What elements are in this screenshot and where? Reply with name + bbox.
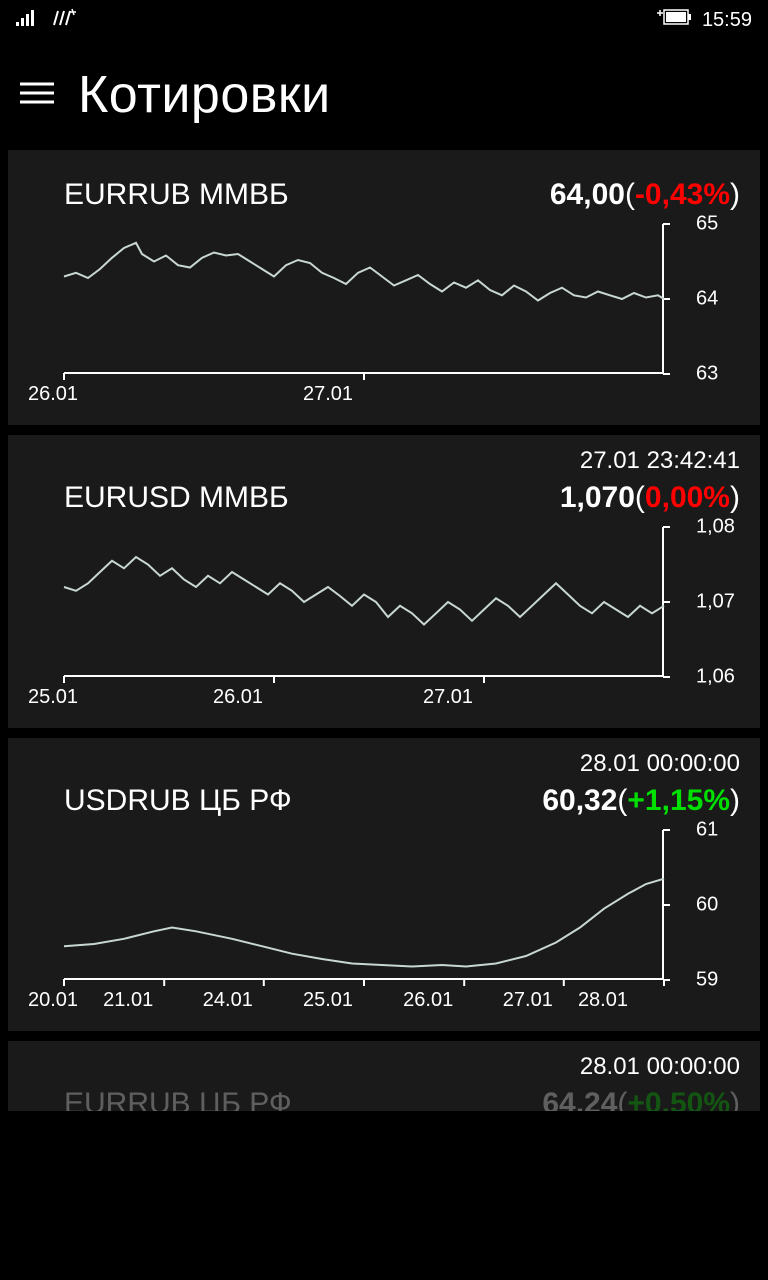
quote-timestamp: 28.01 00:00:00 [28, 1053, 740, 1081]
signal-icon [16, 8, 40, 32]
xtick-label: 26.01 [403, 989, 453, 1012]
quote-price-block: 64,00(-0,43%) [550, 178, 740, 212]
quote-chart [64, 830, 664, 980]
ytick-label: 65 [696, 213, 718, 236]
wifi-icon [52, 7, 78, 33]
quote-name: EURRUB ЦБ РФ [28, 1087, 292, 1111]
quote-price: 64,24 [542, 1087, 617, 1111]
xtick-label: 20.01 [28, 989, 78, 1012]
xtick-label: 24.01 [203, 989, 253, 1012]
ytick-label: 60 [696, 894, 718, 917]
quote-timestamp: 28.01 00:00:00 [28, 750, 740, 778]
quote-change: 0,00% [645, 481, 730, 514]
status-time: 15:59 [702, 9, 752, 32]
xtick-label: 26.01 [28, 383, 78, 406]
quote-change: -0,43% [635, 178, 730, 211]
quote-change: +0,50% [627, 1087, 730, 1111]
quote-price-block: 64,24(+0,50%) [542, 1087, 740, 1111]
quote-card[interactable]: EURRUB ММВБ 64,00(-0,43%) 636465 26.0127… [8, 150, 760, 425]
ytick-label: 1,08 [696, 516, 735, 539]
battery-icon [654, 8, 692, 32]
app-header: Котировки [0, 40, 768, 150]
ytick-label: 1,07 [696, 591, 735, 614]
quote-name: EURRUB ММВБ [28, 178, 289, 212]
ytick-label: 64 [696, 288, 718, 311]
quote-name: EURUSD ММВБ [28, 481, 289, 515]
xtick-label: 25.01 [28, 686, 78, 709]
quote-timestamp [28, 162, 740, 172]
xtick-label: 27.01 [503, 989, 553, 1012]
quote-card[interactable]: 28.01 00:00:00 EURRUB ЦБ РФ 64,24(+0,50%… [8, 1041, 760, 1111]
xtick-label: 27.01 [303, 383, 353, 406]
quotes-list: EURRUB ММВБ 64,00(-0,43%) 636465 26.0127… [0, 150, 768, 1111]
xtick-label: 26.01 [213, 686, 263, 709]
quote-card[interactable]: 27.01 23:42:41 EURUSD ММВБ 1,070(0,00%) … [8, 435, 760, 728]
quote-price: 1,070 [560, 481, 635, 514]
quote-price-block: 1,070(0,00%) [560, 481, 740, 515]
quote-timestamp: 27.01 23:42:41 [28, 447, 740, 475]
xtick-label: 27.01 [423, 686, 473, 709]
xtick-label: 21.01 [103, 989, 153, 1012]
quote-change: +1,15% [627, 784, 730, 817]
quote-chart [64, 224, 664, 374]
page-title: Котировки [78, 65, 331, 125]
quote-price-block: 60,32(+1,15%) [542, 784, 740, 818]
quote-name: USDRUB ЦБ РФ [28, 784, 292, 818]
quote-card[interactable]: 28.01 00:00:00 USDRUB ЦБ РФ 60,32(+1,15%… [8, 738, 760, 1031]
status-bar: 15:59 [0, 0, 768, 40]
quote-price: 64,00 [550, 178, 625, 211]
quote-price: 60,32 [542, 784, 617, 817]
xtick-label: 25.01 [303, 989, 353, 1012]
ytick-label: 61 [696, 819, 718, 842]
menu-icon[interactable] [20, 81, 54, 110]
xtick-label: 28.01 [578, 989, 628, 1012]
quote-chart [64, 527, 664, 677]
